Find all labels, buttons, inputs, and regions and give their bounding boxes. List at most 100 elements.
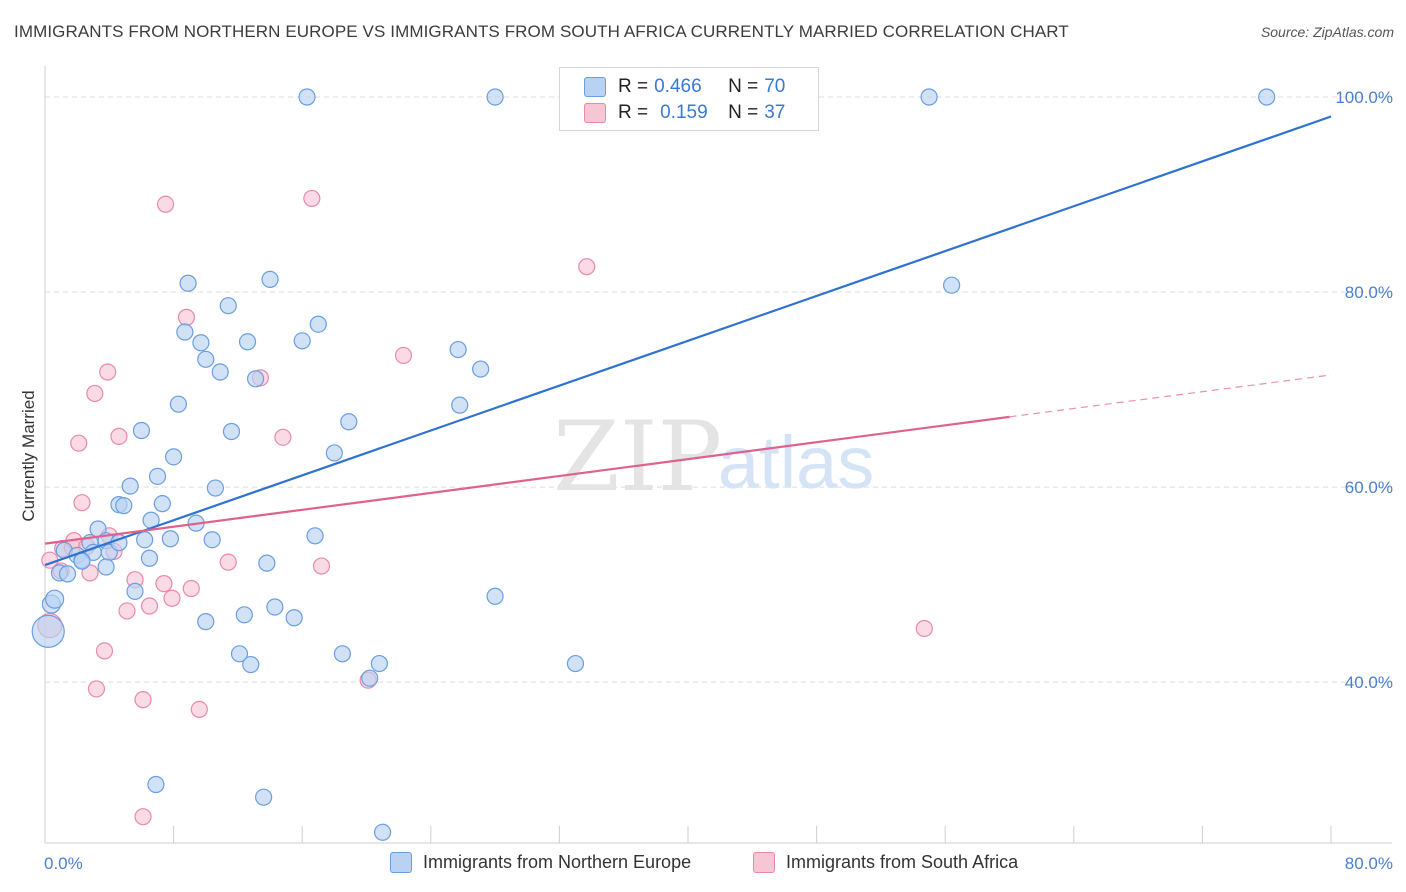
bottom-legend-blue: Immigrants from Northern Europe xyxy=(390,852,691,873)
data-point xyxy=(306,527,324,545)
y-tick-label: 40.0% xyxy=(1345,673,1393,692)
bottom-legend-swatch-blue xyxy=(390,852,412,873)
legend-swatch-pink xyxy=(584,103,606,123)
data-point xyxy=(147,775,165,794)
trend-line-pink xyxy=(44,415,1010,545)
data-point xyxy=(140,549,159,567)
data-point xyxy=(73,494,91,512)
data-point xyxy=(86,384,104,403)
source-credit: Source: ZipAtlas.com xyxy=(1260,24,1394,40)
data-point xyxy=(206,479,224,497)
legend-r-value: 0.159 xyxy=(660,102,708,123)
data-point xyxy=(293,332,311,350)
data-point xyxy=(394,346,413,365)
data-point xyxy=(165,448,183,466)
legend-row-blue: R = 0.466 N = 70 xyxy=(584,75,786,99)
data-point xyxy=(943,276,961,294)
trend-line-blue xyxy=(44,115,1332,567)
data-point xyxy=(136,531,154,549)
data-point xyxy=(219,553,237,571)
pink-series-points xyxy=(37,189,933,826)
y-axis-label: Currently Married xyxy=(19,390,38,521)
data-point xyxy=(1258,88,1276,106)
bottom-legend-pink: Immigrants from South Africa xyxy=(753,852,1018,873)
data-point xyxy=(261,270,279,288)
legend-n-value: 37 xyxy=(764,102,786,123)
data-point xyxy=(242,655,260,674)
bottom-legend-label-pink: Immigrants from South Africa xyxy=(786,852,1019,872)
data-point xyxy=(312,557,331,575)
axes xyxy=(44,66,1392,844)
data-point xyxy=(373,823,392,841)
data-point xyxy=(211,363,229,381)
watermark-zip: ZIP xyxy=(553,401,722,513)
data-point xyxy=(309,315,327,333)
data-point xyxy=(246,370,265,388)
trend-line-pink-extension xyxy=(1009,374,1332,418)
data-point xyxy=(298,88,316,106)
data-point xyxy=(566,654,585,673)
data-point xyxy=(126,582,144,601)
data-point xyxy=(70,434,88,452)
data-point xyxy=(219,297,237,315)
data-point xyxy=(192,334,210,352)
data-point xyxy=(134,808,152,826)
data-point xyxy=(340,413,358,431)
data-point xyxy=(153,495,171,513)
x-tick-label: 80.0% xyxy=(1345,854,1393,873)
data-point xyxy=(274,428,292,446)
data-point xyxy=(255,788,273,806)
data-point xyxy=(140,597,159,615)
data-point xyxy=(31,614,65,648)
gridlines xyxy=(45,96,1392,683)
data-point xyxy=(258,554,276,572)
data-point xyxy=(230,645,249,663)
data-point xyxy=(134,691,152,709)
data-point xyxy=(148,467,167,485)
data-point xyxy=(449,340,467,359)
data-point xyxy=(578,258,596,276)
data-point xyxy=(95,642,114,660)
data-point xyxy=(190,700,208,719)
bottom-legend-swatch-pink xyxy=(753,852,775,873)
trend-lines xyxy=(44,115,1332,567)
legend-row-pink: R = 0.159 N = 37 xyxy=(584,101,786,125)
data-point xyxy=(155,575,173,593)
data-point xyxy=(132,421,151,440)
data-point xyxy=(161,530,179,548)
legend-n-value: 70 xyxy=(764,76,786,97)
data-point xyxy=(197,613,215,631)
data-point xyxy=(87,680,106,698)
data-point xyxy=(222,422,241,441)
data-point xyxy=(486,587,504,605)
data-point xyxy=(486,88,504,106)
legend-r-value: 0.466 xyxy=(654,76,702,97)
data-point xyxy=(73,552,91,570)
watermark-atlas: atlas xyxy=(718,421,874,504)
data-point xyxy=(472,360,490,378)
data-point xyxy=(285,609,303,627)
data-point xyxy=(325,444,343,462)
data-point xyxy=(115,496,133,515)
legend-n-label: N = xyxy=(728,76,759,97)
bottom-legend-label-blue: Immigrants from Northern Europe xyxy=(423,852,692,872)
legend-r-label: R = xyxy=(618,102,649,123)
data-point xyxy=(238,333,257,351)
data-point xyxy=(370,654,388,673)
data-point xyxy=(97,558,115,576)
y-tick-label: 80.0% xyxy=(1345,283,1393,302)
data-point xyxy=(179,274,197,292)
data-point xyxy=(920,88,938,106)
watermark: ZIP atlas xyxy=(553,401,874,513)
y-tick-label: 60.0% xyxy=(1345,478,1393,497)
data-point xyxy=(303,189,321,208)
legend-swatch-blue xyxy=(584,77,606,97)
data-point xyxy=(169,395,188,413)
data-point xyxy=(99,363,117,381)
data-point xyxy=(163,589,181,607)
x-tick-label: 0.0% xyxy=(44,854,83,873)
data-point xyxy=(156,195,175,213)
data-point xyxy=(451,396,469,414)
data-point xyxy=(176,323,194,341)
